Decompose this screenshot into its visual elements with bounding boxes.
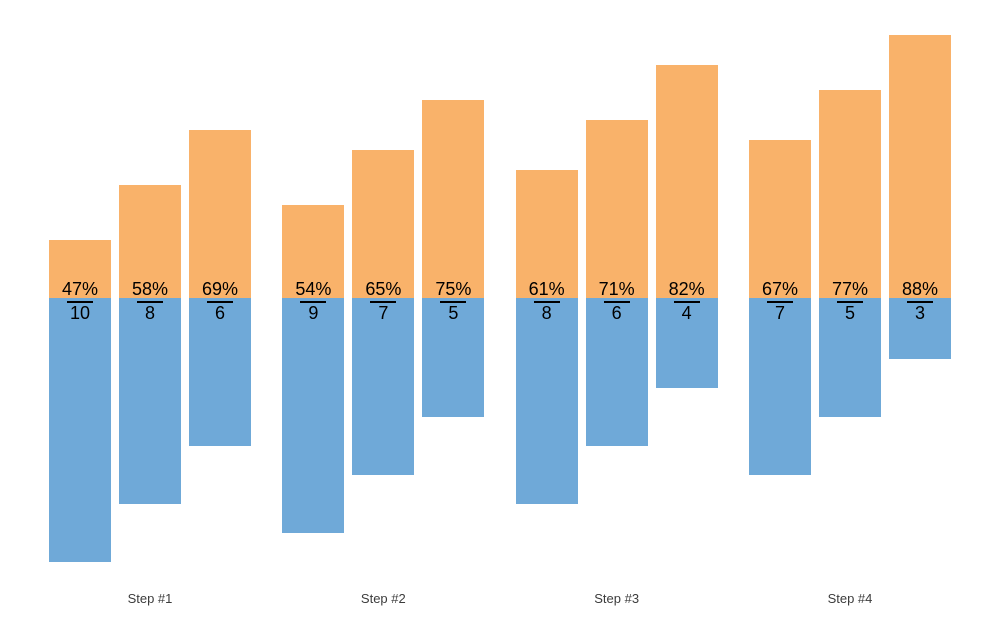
fraction-line — [300, 301, 327, 303]
bar-above-segment — [748, 140, 811, 298]
fraction-line — [67, 301, 93, 303]
bar-percent-label: 71% — [598, 279, 635, 299]
bar-count-label: 6 — [214, 303, 225, 323]
bar-below-segment — [49, 298, 111, 562]
bar-percent-label: 65% — [365, 279, 402, 299]
bar-count-label: 8 — [541, 303, 552, 323]
bar-below-segment — [189, 298, 251, 446]
bar-above-segment — [585, 120, 648, 298]
fraction-line — [533, 301, 560, 303]
bar-count-label: 3 — [914, 303, 925, 323]
bar-count-label: 5 — [448, 303, 459, 323]
bar-above-segment — [888, 35, 951, 298]
bar-above-segment — [818, 90, 881, 298]
bar-below-segment — [352, 298, 415, 475]
fraction-line — [906, 301, 933, 303]
fraction-line — [766, 301, 793, 303]
step-label: Step #1 — [127, 591, 173, 606]
bar-percent-label: 47% — [61, 279, 99, 299]
bar-above-segment — [189, 130, 251, 298]
fraction-line — [603, 301, 630, 303]
bar-below-segment — [818, 298, 881, 417]
bar-percent-label: 75% — [435, 279, 472, 299]
bar-below-segment — [888, 298, 951, 359]
bar-percent-label: 54% — [295, 279, 332, 299]
bar-percent-label: 69% — [201, 279, 239, 299]
bar-percent-label: 88% — [901, 279, 938, 299]
bar-above-segment — [422, 100, 485, 298]
bar-below-segment — [585, 298, 648, 446]
bar-above-segment — [49, 240, 111, 298]
bar-below-segment — [655, 298, 718, 388]
bar-below-segment — [748, 298, 811, 475]
bar-percent-label: 77% — [831, 279, 868, 299]
bar-above-segment — [352, 150, 415, 298]
bar-above-segment — [515, 170, 578, 298]
bar-count-label: 10 — [69, 303, 91, 323]
fraction-line — [836, 301, 863, 303]
bar-count-label: 7 — [378, 303, 389, 323]
bar-percent-label: 61% — [528, 279, 565, 299]
step-label: Step #4 — [827, 591, 873, 606]
fraction-line — [370, 301, 397, 303]
step-label: Step #2 — [360, 591, 406, 606]
bar-below-segment — [282, 298, 345, 533]
bar-count-label: 8 — [144, 303, 155, 323]
step-label: Step #3 — [594, 591, 640, 606]
fraction-line — [207, 301, 233, 303]
bar-above-segment — [119, 185, 181, 298]
bar-count-label: 6 — [611, 303, 622, 323]
bar-percent-label: 82% — [668, 279, 705, 299]
bar-count-label: 4 — [681, 303, 692, 323]
bar-below-segment — [422, 298, 485, 417]
bar-count-label: 7 — [774, 303, 785, 323]
bar-count-label: 5 — [844, 303, 855, 323]
bar-count-label: 9 — [308, 303, 319, 323]
bar-percent-label: 67% — [761, 279, 798, 299]
fraction-line — [440, 301, 467, 303]
fraction-line — [137, 301, 163, 303]
bar-below-segment — [119, 298, 181, 504]
bar-percent-label: 58% — [131, 279, 169, 299]
fraction-line — [673, 301, 700, 303]
bar-below-segment — [515, 298, 578, 504]
bar-above-segment — [282, 205, 345, 298]
bar-above-segment — [655, 65, 718, 298]
